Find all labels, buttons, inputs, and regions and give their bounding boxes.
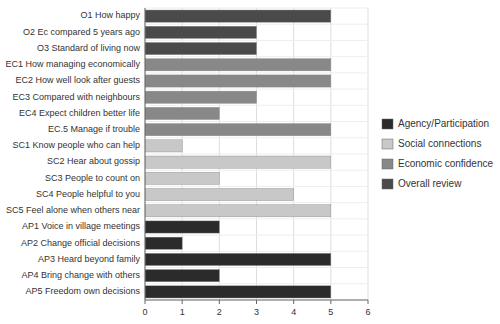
y-tick-label: SC2 Hear about gossip: [47, 156, 140, 166]
x-tick-label: 3: [254, 307, 259, 317]
y-tick-label: EC4 Expect children better life: [19, 108, 140, 118]
bar: [145, 26, 257, 38]
y-tick-label: EC2 How well look after guests: [15, 75, 140, 85]
y-tick-label: O2 Ec compared 5 years ago: [23, 27, 140, 37]
legend-swatch: [382, 159, 393, 169]
bar: [145, 42, 257, 54]
legend: Agency/Participation Social connections Ec…: [382, 118, 493, 189]
x-tick: [145, 300, 146, 304]
grid-line: [145, 8, 146, 300]
bar: [145, 107, 219, 119]
row-separator: [145, 89, 368, 90]
legend-swatch: [382, 119, 393, 129]
x-tick-label: 6: [365, 307, 370, 317]
legend-swatch: [382, 179, 393, 189]
legend-swatch: [382, 139, 393, 149]
bar: [145, 237, 182, 249]
row-separator: [145, 186, 368, 187]
zero-line: [145, 8, 146, 300]
bar: [145, 253, 331, 265]
x-tick-label: 4: [291, 307, 296, 317]
legend-label: Economic confidence: [398, 158, 493, 169]
bar: [145, 172, 219, 184]
x-tick: [368, 300, 369, 304]
y-tick-label: SC1 Know people who can help: [12, 140, 140, 150]
legend-label: Social connections: [398, 138, 481, 149]
row-separator: [145, 105, 368, 106]
x-tick: [182, 300, 183, 304]
bar: [145, 270, 219, 282]
y-tick-label: AP5 Freedom own decisions: [25, 286, 140, 296]
legend-label: Overall review: [398, 178, 462, 189]
bar: [145, 59, 331, 71]
bar: [145, 156, 331, 168]
bar: [145, 286, 331, 298]
y-tick-label: AP1 Voice in village meetings: [22, 221, 141, 231]
row-separator: [145, 56, 368, 57]
row-separator: [145, 40, 368, 41]
bars: [145, 10, 331, 298]
bar: [145, 75, 331, 87]
y-tick-label: AP3 Heard beyond family: [38, 254, 141, 264]
x-tick: [219, 300, 220, 304]
y-tick-label: EC.5 Manage if trouble: [48, 124, 140, 134]
row-separator: [145, 235, 368, 236]
row-separator: [145, 170, 368, 171]
bar: [145, 10, 331, 22]
x-tick-label: 2: [217, 307, 222, 317]
row-separator: [145, 218, 368, 219]
row-separator: [145, 72, 368, 73]
bar: [145, 221, 219, 233]
grid: [145, 8, 368, 300]
row-separator: [145, 283, 368, 284]
x-tick-label: 5: [328, 307, 333, 317]
x-tick: [256, 300, 257, 304]
x-tick: [293, 300, 294, 304]
x-tick: [330, 300, 331, 304]
chart: O1 How happy O2 Ec compared 5 years ago O3…: [0, 0, 500, 324]
y-tick-label: AP2 Change official decisions: [21, 238, 140, 248]
y-tick-label: EC3 Compared with neighbours: [12, 92, 140, 102]
bar: [145, 205, 331, 217]
y-tick-label: SC4 People helpful to you: [36, 189, 140, 199]
row-separator: [145, 154, 368, 155]
x-tick-label: 0: [142, 307, 147, 317]
row-separator: [145, 121, 368, 122]
y-tick-label: SC5 Feel alone when others near: [6, 205, 140, 215]
row-separator: [145, 8, 368, 9]
y-tick-label: SC3 People to count on: [45, 173, 140, 183]
y-tick-label: O3 Standard of living now: [37, 43, 141, 53]
row-separator: [145, 251, 368, 252]
bar: [145, 188, 294, 200]
x-tick-label: 1: [180, 307, 185, 317]
row-separator: [145, 202, 368, 203]
row-separator: [145, 267, 368, 268]
y-axis-labels: O1 How happy O2 Ec compared 5 years ago O3…: [5, 10, 140, 296]
bar: [145, 124, 331, 136]
x-axis: 0 1 2 3 4 5 6: [142, 8, 370, 317]
row-separator: [145, 137, 368, 138]
legend-label: Agency/Participation: [398, 118, 489, 129]
y-tick-label: AP4 Bring change with others: [21, 270, 140, 280]
bar: [145, 91, 257, 103]
bar: [145, 140, 182, 152]
y-tick-label: EC1 How managing economically: [5, 59, 140, 69]
row-separator: [145, 24, 368, 25]
y-tick-label: O1 How happy: [80, 10, 140, 20]
